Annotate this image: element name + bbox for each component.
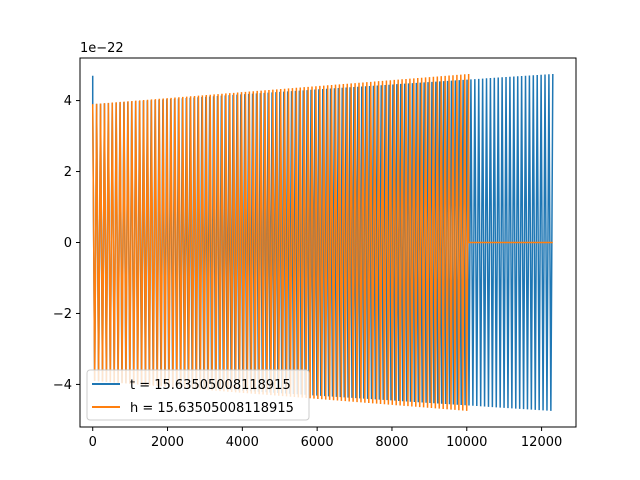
- x-tick-label: 4000: [226, 435, 259, 450]
- y-axis-ticks: −4 −2 0 2 4: [53, 94, 80, 393]
- y-tick-label: 4: [64, 94, 72, 109]
- x-tick-label: 0: [89, 435, 97, 450]
- y-tick-label: −4: [53, 378, 72, 393]
- x-tick-label: 6000: [301, 435, 334, 450]
- legend: t = 15.63505008118915 h = 15.63505008118…: [86, 369, 310, 421]
- y-tick-label: 0: [64, 236, 72, 251]
- legend-label-h: h = 15.63505008118915: [130, 401, 294, 416]
- legend-label-t: t = 15.63505008118915: [130, 378, 291, 393]
- x-tick-label: 2000: [151, 435, 184, 450]
- y-tick-label: −2: [53, 307, 72, 322]
- x-tick-label: 12000: [521, 435, 562, 450]
- x-tick-label: 8000: [375, 435, 408, 450]
- x-tick-label: 10000: [446, 435, 487, 450]
- x-axis-ticks: 0 2000 4000 6000 8000 10000 12000: [89, 427, 562, 450]
- legend-box: [86, 369, 310, 421]
- y-offset-label: 1e−22: [80, 41, 124, 56]
- y-tick-label: 2: [64, 165, 72, 180]
